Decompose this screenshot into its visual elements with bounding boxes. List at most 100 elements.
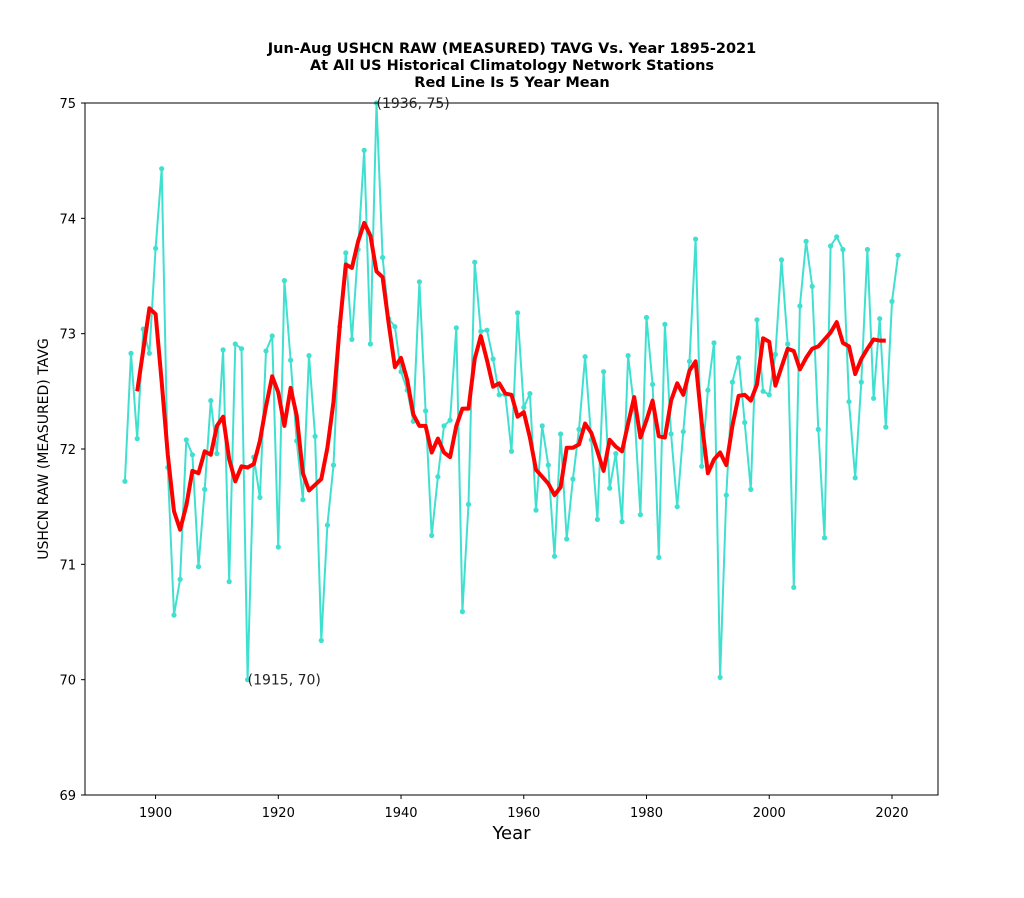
annotation-label: (1936, 75) [376, 96, 449, 112]
data-point [508, 448, 515, 454]
x-tick-label: 1900 [139, 806, 172, 821]
data-point [288, 357, 294, 363]
data-point [472, 259, 478, 265]
data-point [318, 637, 324, 644]
y-tick-label: 70 [59, 674, 76, 689]
data-point [637, 512, 644, 518]
data-point [416, 279, 422, 285]
data-point [238, 346, 245, 352]
data-point [226, 579, 232, 585]
y-axis-label: USHCN RAW (MEASURED) TAVG [36, 338, 52, 560]
data-point [852, 475, 858, 481]
data-point [748, 486, 754, 492]
data-point [570, 476, 576, 482]
data-point [214, 451, 220, 457]
data-point [840, 246, 846, 253]
y-tick-label: 74 [59, 212, 76, 227]
data-point [441, 423, 447, 429]
data-point [723, 492, 729, 498]
data-point [772, 351, 779, 357]
data-point [257, 494, 263, 500]
data-point [889, 298, 895, 304]
data-point [527, 391, 533, 397]
data-point [846, 399, 852, 405]
data-point [834, 234, 840, 240]
data-point [797, 303, 803, 309]
data-point [643, 314, 650, 321]
data-point [220, 347, 226, 353]
y-tick-label: 75 [59, 97, 76, 112]
data-point [613, 451, 619, 457]
data-point [601, 369, 607, 375]
data-point [429, 532, 435, 539]
data-point [545, 462, 551, 468]
data-point [263, 348, 269, 354]
data-point [883, 424, 889, 430]
data-point [465, 501, 472, 507]
data-point [380, 254, 386, 261]
data-point [650, 381, 656, 387]
data-point [423, 408, 429, 414]
data-point [324, 522, 330, 528]
data-point [146, 350, 152, 356]
data-point [877, 316, 883, 322]
data-point [367, 341, 373, 347]
data-point [619, 519, 625, 525]
data-point [582, 354, 588, 360]
data-point [306, 353, 312, 359]
data-point [159, 166, 165, 172]
data-point [275, 544, 281, 550]
data-point [656, 554, 662, 561]
annotations: (1915, 70) (1936, 75) [248, 96, 450, 689]
data-point [858, 379, 864, 385]
data-point [754, 317, 760, 323]
data-point [435, 474, 441, 480]
data-point [269, 333, 275, 339]
data-point [828, 243, 834, 249]
data-point [189, 452, 195, 458]
annotation-label: (1915, 70) [248, 673, 321, 689]
data-point [821, 535, 828, 541]
y-tick-label: 73 [59, 328, 76, 343]
data-point [809, 283, 815, 289]
data-point [760, 388, 766, 394]
data-point [281, 278, 287, 284]
data-point [153, 245, 159, 251]
data-point [785, 341, 791, 347]
data-point [680, 429, 686, 435]
x-axis: 1900 1920 1940 1960 1980 2000 2020 [139, 795, 909, 821]
data-point [576, 426, 582, 432]
data-point [711, 340, 717, 346]
data-point [729, 379, 736, 385]
data-point [533, 507, 539, 513]
data-point [459, 609, 465, 615]
data-point [177, 576, 183, 582]
data-point [607, 485, 613, 491]
data-point [447, 417, 453, 423]
data-point [349, 336, 355, 342]
annual-series-line [123, 102, 900, 681]
y-tick-label: 69 [59, 789, 76, 804]
data-point [662, 321, 668, 327]
data-point [742, 419, 748, 426]
data-point [594, 516, 601, 523]
data-point [208, 398, 214, 404]
data-point [521, 404, 527, 411]
x-tick-label: 2020 [875, 806, 908, 821]
data-point [202, 486, 208, 492]
x-tick-label: 1960 [507, 806, 540, 821]
data-point [551, 553, 558, 559]
data-point [778, 257, 785, 263]
data-point [625, 353, 631, 359]
data-point [484, 327, 490, 333]
y-tick-label: 72 [59, 443, 76, 458]
data-point [361, 147, 367, 153]
data-point [312, 433, 318, 439]
data-point [343, 250, 349, 256]
data-point [398, 369, 404, 375]
data-point [736, 355, 742, 361]
data-point [232, 341, 238, 347]
chart-title-line-3: Red Line Is 5 Year Mean [414, 75, 610, 91]
data-point [791, 584, 797, 591]
